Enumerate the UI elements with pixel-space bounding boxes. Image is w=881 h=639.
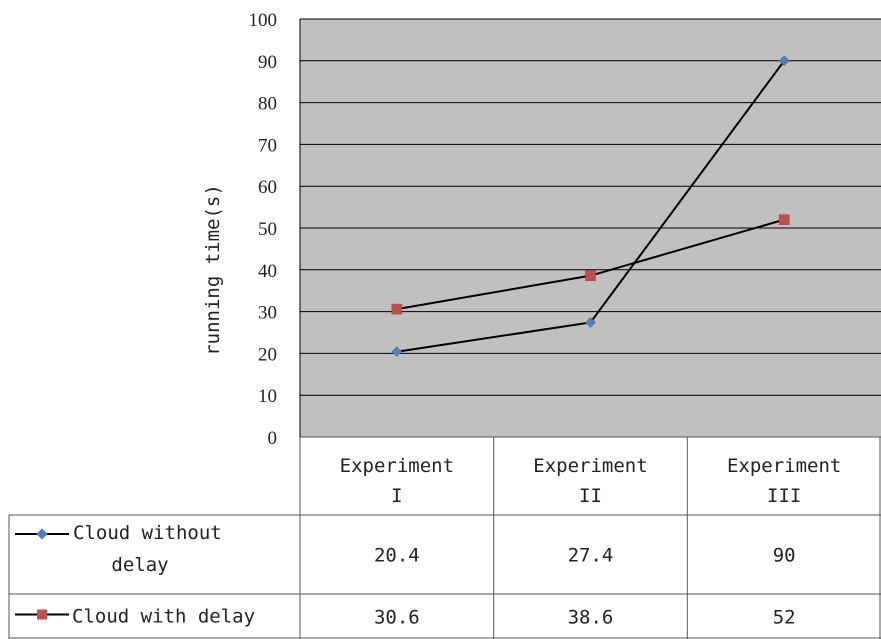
y-tick-label: 30 — [258, 303, 277, 324]
data-point — [585, 270, 596, 281]
y-tick-label: 0 — [268, 428, 278, 449]
data-point — [391, 303, 403, 315]
data-table-value: 20.4 — [374, 545, 420, 567]
y-axis-label: running time(s) — [202, 184, 224, 356]
data-point — [585, 317, 596, 328]
x-category-label: Experiment I — [340, 455, 454, 507]
x-category-label: Experiment III — [727, 455, 841, 507]
data-point — [778, 55, 790, 67]
data-table-value: 27.4 — [568, 545, 614, 567]
data-point — [778, 214, 790, 225]
data-table-value: 52 — [773, 607, 796, 629]
x-category-label: Experiment II — [533, 455, 647, 507]
legend-key-marker — [36, 528, 48, 540]
y-tick-label: 70 — [258, 135, 277, 156]
y-tick-label: 50 — [258, 219, 277, 240]
y-axis-ticks: 0 10 20 30 40 50 60 70 80 90 100 — [249, 10, 278, 449]
y-tick-label: 10 — [258, 386, 277, 407]
y-tick-label: 90 — [258, 52, 277, 73]
data-table: Experiment I Experiment II Experiment III Clou… — [8, 436, 881, 639]
legend-label: Cloud without delay — [73, 522, 222, 576]
y-tick-label: 20 — [258, 344, 277, 365]
y-tick-label: 100 — [249, 10, 278, 31]
series-markers — [391, 55, 790, 358]
y-tick-label: 80 — [258, 94, 277, 115]
legend-key-marker — [37, 609, 47, 620]
data-table-value: 30.6 — [374, 607, 420, 629]
legend-label: Cloud with delay — [72, 606, 255, 628]
y-tick-label: 40 — [258, 261, 277, 282]
y-tick-label: 60 — [258, 177, 277, 198]
data-table-value: 90 — [773, 545, 796, 567]
data-point — [391, 346, 403, 358]
data-table-value: 38.6 — [568, 607, 614, 629]
